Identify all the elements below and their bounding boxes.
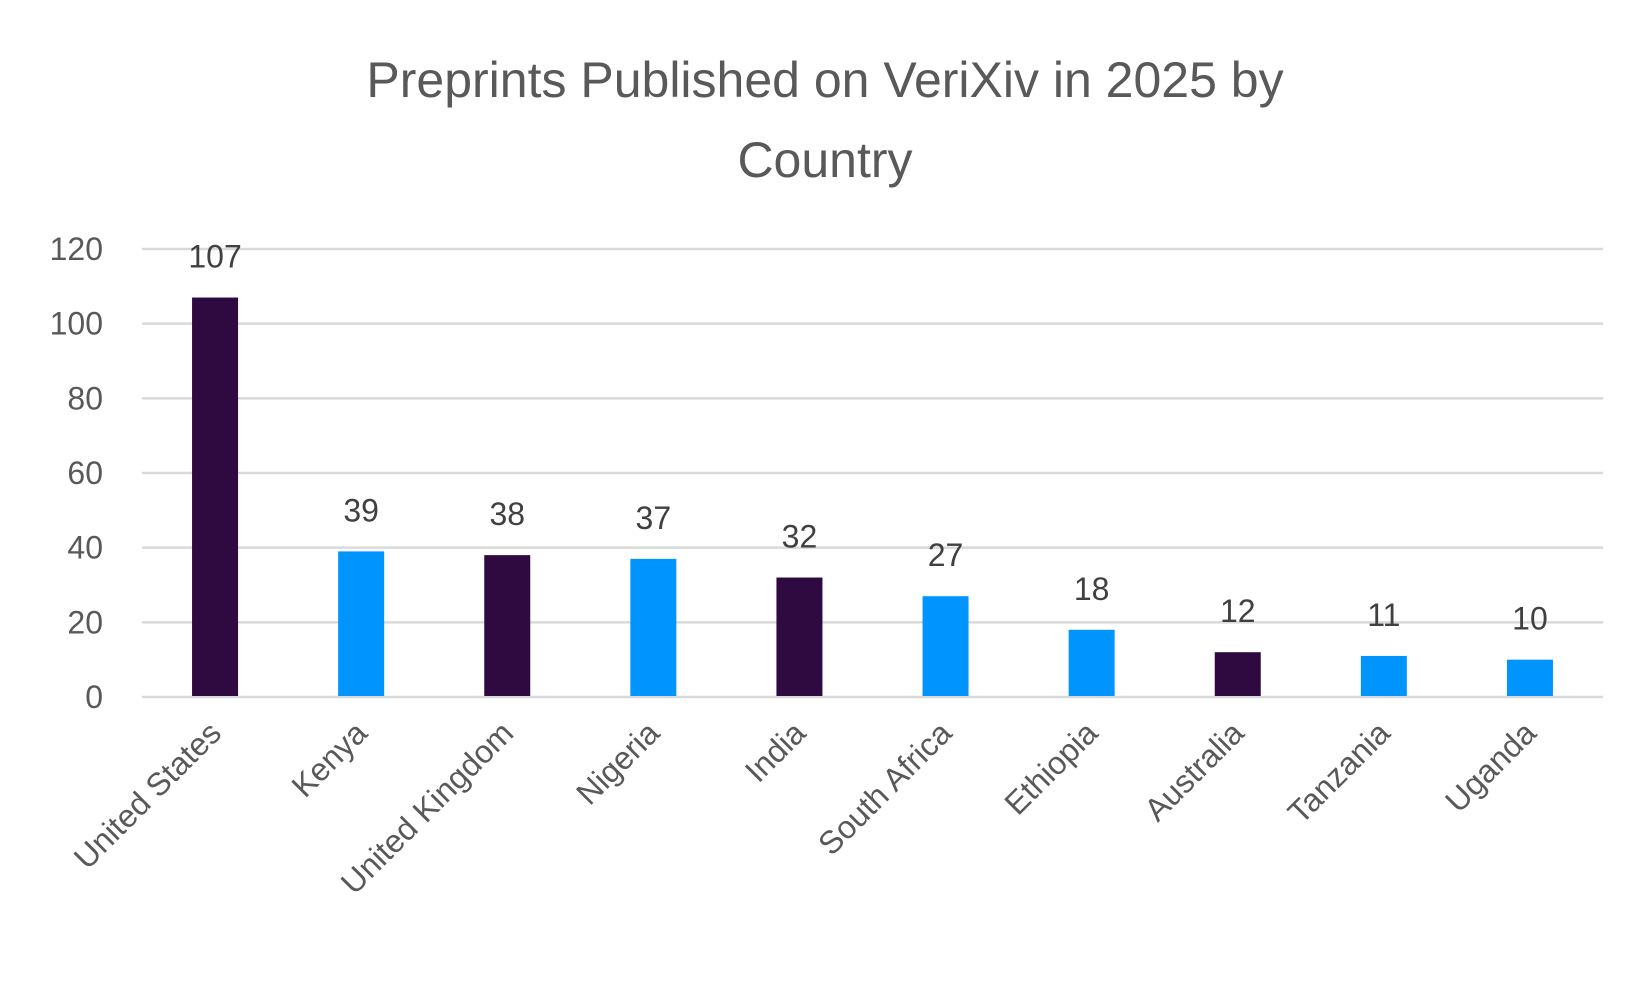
bar-ethiopia — [1068, 629, 1115, 696]
x-tick-label: United States — [67, 714, 228, 875]
gridlines — [142, 247, 1603, 699]
data-label: 38 — [489, 496, 525, 532]
y-tick-label: 120 — [50, 231, 103, 267]
data-labels: 107 39 38 37 32 27 18 12 11 10 — [188, 239, 1547, 637]
bars — [192, 297, 1553, 696]
x-tick-label: Kenya — [284, 714, 374, 804]
x-tick-label: Ethiopia — [997, 714, 1104, 821]
data-label: 37 — [636, 500, 672, 536]
x-tick-label: India — [738, 714, 813, 789]
chart-title: Preprints Published on VeriXiv in 2025 b… — [366, 52, 1283, 188]
data-label: 18 — [1074, 571, 1110, 607]
x-tick-label: Australia — [1137, 714, 1251, 828]
y-axis-ticks: 0 20 40 60 80 100 120 — [50, 231, 103, 715]
chart-title-line-2: Country — [737, 132, 912, 188]
y-tick-label: 20 — [67, 604, 103, 640]
y-tick-label: 0 — [85, 679, 103, 715]
y-tick-label: 80 — [67, 380, 103, 416]
data-label: 27 — [928, 537, 964, 573]
y-tick-label: 40 — [67, 530, 103, 566]
bar-india — [776, 577, 823, 696]
x-tick-label: Tanzania — [1281, 714, 1397, 830]
data-label: 11 — [1367, 597, 1400, 633]
bar-tanzania — [1360, 655, 1407, 696]
bar-australia — [1214, 652, 1261, 696]
data-label: 39 — [343, 492, 379, 528]
y-tick-label: 60 — [67, 455, 103, 491]
bar-nigeria — [630, 558, 677, 696]
x-tick-label: Uganda — [1438, 714, 1543, 819]
x-tick-label: Nigeria — [569, 714, 666, 811]
data-label: 12 — [1220, 593, 1256, 629]
bar-united-states — [192, 297, 239, 696]
data-label: 32 — [782, 519, 818, 555]
bar-south-africa — [922, 596, 969, 696]
bar-united-kingdom — [484, 555, 531, 696]
y-tick-label: 100 — [50, 306, 103, 342]
bar-uganda — [1506, 659, 1553, 696]
x-tick-label: South Africa — [811, 714, 959, 862]
data-label: 10 — [1512, 601, 1548, 637]
data-label: 107 — [188, 239, 241, 275]
chart-title-line-1: Preprints Published on VeriXiv in 2025 b… — [366, 52, 1283, 108]
bar-kenya — [338, 551, 385, 696]
